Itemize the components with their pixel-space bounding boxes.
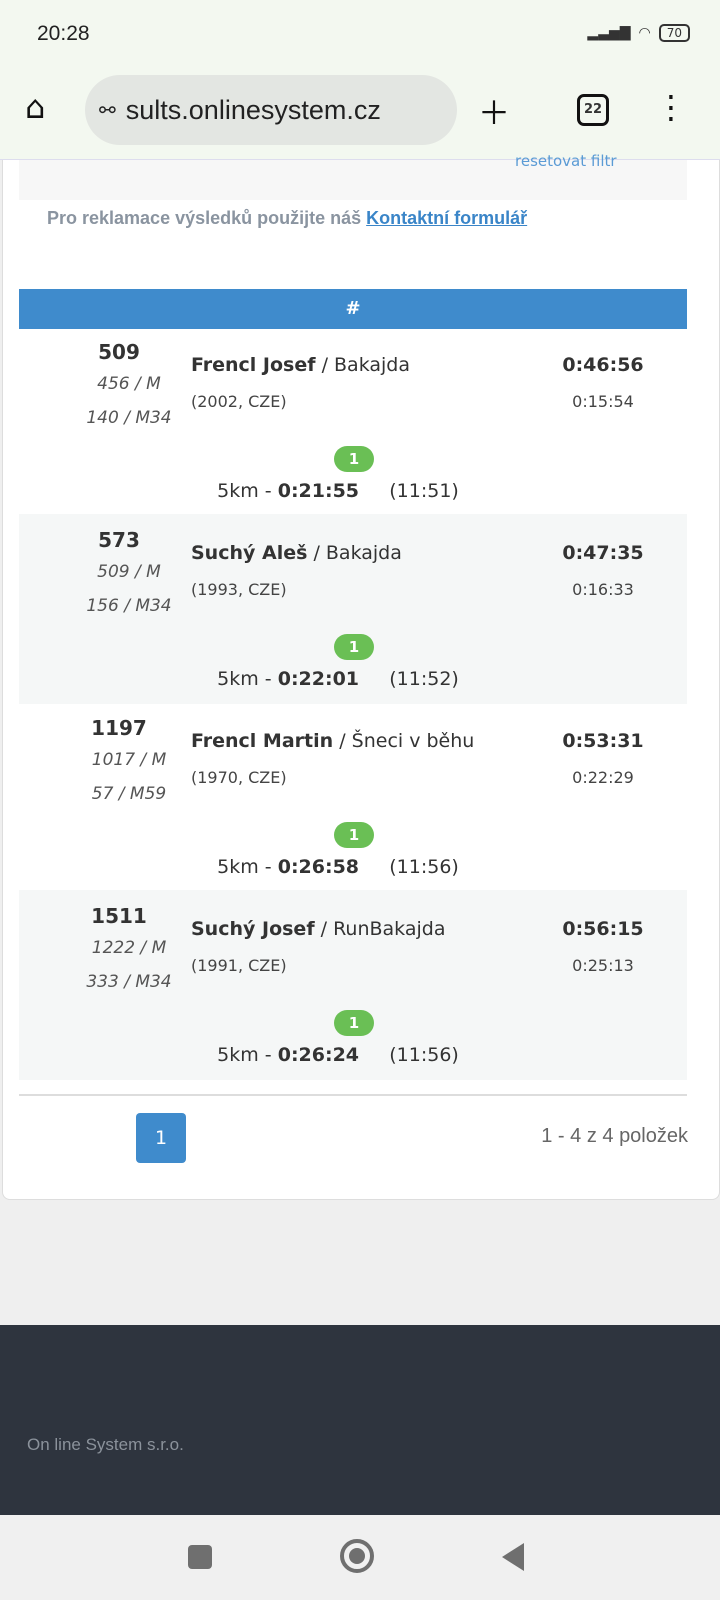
menu-icon[interactable]: ⋮	[655, 88, 687, 126]
category-rank: 140 / M34	[86, 408, 172, 428]
category-rank: 333 / M34	[86, 972, 172, 992]
split-pace: (11:51)	[389, 480, 459, 502]
split-pace: (11:56)	[389, 1044, 459, 1066]
site-settings-icon[interactable]: ⚯	[99, 99, 116, 122]
clock: 20:28	[37, 22, 90, 45]
split-rank-badge: 1	[334, 634, 374, 660]
bib-number: 1197	[91, 716, 147, 740]
split-line: 5km - 0:26:58 (11:56)	[217, 856, 459, 878]
company-name: On line System s.r.o.	[27, 1435, 184, 1454]
bib-number: 1511	[91, 904, 147, 928]
runner-name[interactable]: Suchý Aleš	[191, 542, 308, 564]
table-row[interactable]: 1197 1017 / M 57 / M59 Frencl Martin / Š…	[19, 702, 687, 892]
team-name: / Bakajda	[307, 542, 402, 564]
runner-name[interactable]: Suchý Josef	[191, 918, 315, 940]
recents-icon[interactable]	[188, 1545, 212, 1569]
time-loss: 0:16:33	[572, 580, 634, 599]
overall-gender-rank: 509 / M	[97, 562, 161, 582]
complaint-note: Pro reklamace výsledků použijte náš Kont…	[47, 208, 528, 228]
split-time: 0:21:55	[277, 480, 360, 502]
split-rank-badge: 1	[334, 822, 374, 848]
android-nav-bar	[0, 1515, 720, 1600]
time-loss: 0:15:54	[572, 392, 634, 411]
split-line: 5km - 0:21:55 (11:51)	[217, 480, 459, 502]
split-rank-badge: 1	[334, 446, 374, 472]
finish-time: 0:56:15	[562, 918, 644, 940]
signal-icon: ▂▃▅▇	[587, 25, 631, 41]
team-name: / RunBakajda	[314, 918, 446, 940]
split-line: 5km - 0:22:01 (11:52)	[217, 668, 459, 690]
pager-summary: 1 - 4 z 4 položek	[541, 1125, 688, 1147]
filter-panel	[19, 160, 687, 200]
reset-filter-link[interactable]: resetovat filtr	[515, 152, 617, 170]
bib-number: 509	[98, 340, 140, 364]
split-pace: (11:56)	[389, 856, 459, 878]
status-bar: 20:28 ▂▃▅▇ ◠ 70	[0, 0, 720, 70]
split-time: 0:22:01	[277, 668, 360, 690]
table-row[interactable]: 1511 1222 / M 333 / M34 Suchý Josef / Ru…	[19, 890, 687, 1080]
wifi-icon: ◠	[638, 25, 651, 41]
battery-icon: 70	[658, 24, 690, 42]
tab-switcher-button[interactable]: 22	[577, 94, 609, 126]
finish-time: 0:46:56	[562, 354, 644, 376]
overall-gender-rank: 456 / M	[97, 374, 161, 394]
finish-time: 0:53:31	[562, 730, 644, 752]
contact-form-link[interactable]: Kontaktní formulář	[366, 208, 528, 228]
new-tab-icon[interactable]: ＋	[478, 94, 511, 132]
url-text: sults.onlinesystem.cz	[125, 94, 381, 125]
bib-number: 573	[98, 528, 140, 552]
category-rank: 57 / M59	[91, 784, 167, 804]
split-time: 0:26:24	[277, 1044, 360, 1066]
home-icon[interactable]: ⌂	[25, 88, 46, 126]
time-loss: 0:22:29	[572, 768, 634, 787]
runner-name[interactable]: Frencl Martin	[191, 730, 334, 752]
table-header[interactable]: #	[19, 289, 687, 329]
overall-gender-rank: 1222 / M	[91, 938, 167, 958]
table-row[interactable]: 573 509 / M 156 / M34 Suchý Aleš / Bakaj…	[19, 514, 687, 704]
split-line: 5km - 0:26:24 (11:56)	[217, 1044, 459, 1066]
finish-time: 0:47:35	[562, 542, 644, 564]
team-name: / Šneci v běhu	[333, 730, 475, 752]
split-time: 0:26:58	[277, 856, 360, 878]
split-rank-badge: 1	[334, 1010, 374, 1036]
table-row[interactable]: 509 456 / M 140 / M34 Frencl Josef / Bak…	[19, 326, 687, 516]
runner-info: (1991, CZE)	[191, 956, 287, 975]
browser-toolbar: ⌂ ⚯ sults.onlinesystem.cz ＋ 22 ⋮	[0, 70, 720, 160]
back-icon[interactable]	[502, 1543, 524, 1571]
time-loss: 0:25:13	[572, 956, 634, 975]
page-1-button[interactable]: 1	[136, 1113, 186, 1163]
category-rank: 156 / M34	[86, 596, 172, 616]
table-divider	[19, 1094, 687, 1096]
home-nav-icon[interactable]	[340, 1539, 374, 1573]
runner-info: (1970, CZE)	[191, 768, 287, 787]
split-pace: (11:52)	[389, 668, 459, 690]
team-name: / Bakajda	[315, 354, 410, 376]
runner-info: (1993, CZE)	[191, 580, 287, 599]
footer: On line System s.r.o.	[0, 1325, 720, 1515]
address-bar[interactable]: ⚯ sults.onlinesystem.cz	[85, 75, 457, 145]
overall-gender-rank: 1017 / M	[91, 750, 167, 770]
runner-info: (2002, CZE)	[191, 392, 287, 411]
runner-name[interactable]: Frencl Josef	[191, 354, 316, 376]
